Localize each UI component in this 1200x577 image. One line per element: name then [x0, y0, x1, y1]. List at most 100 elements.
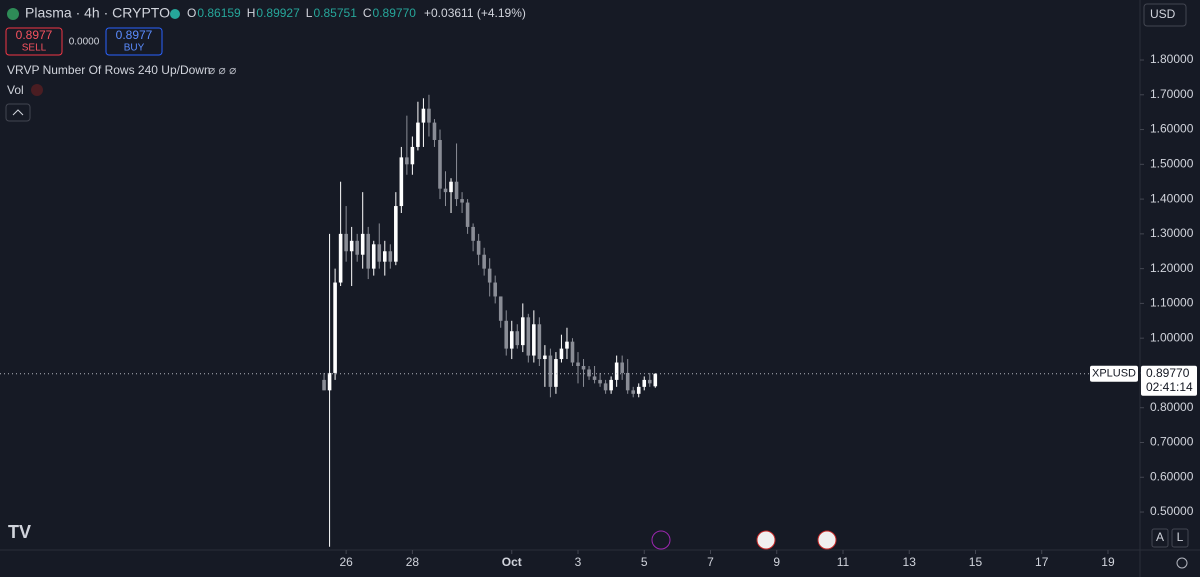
y-tick-label: 1.40000	[1150, 191, 1194, 205]
candle-body	[504, 320, 509, 349]
status-dot	[170, 9, 180, 19]
y-tick-label: 1.00000	[1150, 330, 1194, 344]
warning-icon[interactable]	[31, 84, 43, 96]
price-tag	[1141, 365, 1197, 396]
candle-body	[620, 362, 624, 373]
ohlc-key: O	[187, 6, 196, 20]
candle-body	[487, 268, 492, 283]
sell-button[interactable]	[5, 27, 63, 56]
candle-body	[388, 251, 393, 262]
candle-body	[366, 233, 371, 269]
x-tick-label: 13	[903, 555, 917, 569]
collapse-icon	[12, 109, 24, 116]
candle-body	[614, 362, 619, 380]
candle-body	[647, 379, 652, 384]
buy-price: 0.8977	[116, 28, 153, 42]
candle-body	[349, 240, 354, 252]
candle-body	[377, 244, 382, 262]
candle-body	[631, 390, 636, 394]
candle-body	[476, 240, 481, 255]
x-tick-label: 7	[707, 555, 714, 569]
change: +0.03611 (+4.19%)	[424, 6, 526, 20]
candle-body	[554, 359, 558, 387]
indicator: VRVP Number Of Rows 240 Up/Down	[7, 63, 211, 77]
ohlc-key: L	[306, 6, 313, 20]
candle-body	[399, 157, 404, 207]
candle-body	[382, 251, 387, 262]
buy-button[interactable]	[105, 27, 163, 56]
candle-body	[394, 206, 398, 262]
x-tick-label: Oct	[502, 555, 522, 569]
y-tick-label: 1.70000	[1150, 87, 1194, 101]
log-label: L	[1177, 530, 1184, 544]
symbol: Plasma · 4h · CRYPTO	[25, 5, 170, 21]
candle-body	[449, 181, 453, 193]
y-tick-label: 1.30000	[1150, 226, 1194, 240]
candle-body	[642, 379, 647, 387]
ohlc-key: H	[247, 6, 256, 20]
candle-body	[465, 202, 470, 227]
candle-body	[405, 157, 409, 165]
x-tick-label: 3	[575, 555, 582, 569]
x-tick-label: 19	[1101, 555, 1115, 569]
collapse-button[interactable]	[5, 103, 31, 122]
candle-body	[609, 379, 613, 391]
candle-body	[532, 324, 536, 356]
candle-body	[454, 181, 459, 200]
candle-body	[565, 341, 569, 349]
candle-body	[338, 233, 343, 283]
x-tick-label: 15	[969, 555, 983, 569]
candle-body	[592, 376, 597, 380]
candle-body	[598, 379, 602, 384]
event-icon[interactable]	[756, 530, 776, 550]
candle-body	[333, 282, 337, 373]
candle-body	[421, 108, 426, 123]
ohlc-key: C	[363, 6, 372, 20]
currency-select[interactable]	[1143, 3, 1187, 27]
candle-body	[603, 383, 608, 391]
candle-body	[360, 233, 365, 255]
candle-body	[410, 146, 415, 165]
candle-body	[460, 199, 464, 203]
candle-body	[355, 240, 359, 255]
ohlc-value: 0.89927	[256, 6, 300, 20]
x-tick-label: 26	[339, 555, 353, 569]
log-button[interactable]	[1171, 528, 1189, 548]
x-tick-label: 11	[837, 555, 850, 569]
candle-body	[559, 348, 564, 360]
currency: USD	[1150, 7, 1176, 21]
logo: TV	[8, 522, 31, 542]
buy-label: BUY	[124, 43, 145, 54]
sell-price: 0.8977	[16, 28, 53, 42]
candle-body	[570, 341, 575, 363]
ohlc: O 0.86159 H 0.89927 L 0.85751 C 0.89770	[187, 6, 416, 20]
y-tick-label: 1.10000	[1150, 296, 1194, 310]
x-tick-label: 28	[406, 555, 420, 569]
candle-body	[653, 373, 658, 387]
event-icon[interactable]	[651, 530, 671, 550]
countdown: 02:41:14	[1146, 380, 1193, 394]
candle-body	[438, 139, 442, 189]
candle-body	[509, 331, 514, 349]
ohlc-value: 0.85751	[313, 6, 357, 20]
candle-body	[443, 188, 448, 193]
symbol-tag-label: XPLUSD	[1092, 368, 1136, 380]
indicator-icons[interactable]: ⌀ ⌀ ⌀	[208, 63, 236, 77]
candle-body	[344, 233, 348, 252]
y-tick-label: 1.80000	[1150, 52, 1194, 66]
auto-button[interactable]	[1151, 528, 1169, 548]
x-tick-label: 17	[1035, 555, 1049, 569]
y-tick-label: 1.50000	[1150, 156, 1194, 170]
candle-body	[521, 317, 525, 346]
spread: 0.0000	[69, 37, 100, 48]
candle-body	[576, 362, 580, 366]
symbol-icon	[7, 8, 19, 20]
candle-body	[427, 108, 431, 123]
candle-body	[493, 282, 497, 297]
candle-body	[543, 355, 547, 360]
ohlc-value: 0.89770	[373, 6, 417, 20]
settings-icon[interactable]	[1176, 557, 1188, 569]
event-icon[interactable]	[817, 530, 837, 550]
